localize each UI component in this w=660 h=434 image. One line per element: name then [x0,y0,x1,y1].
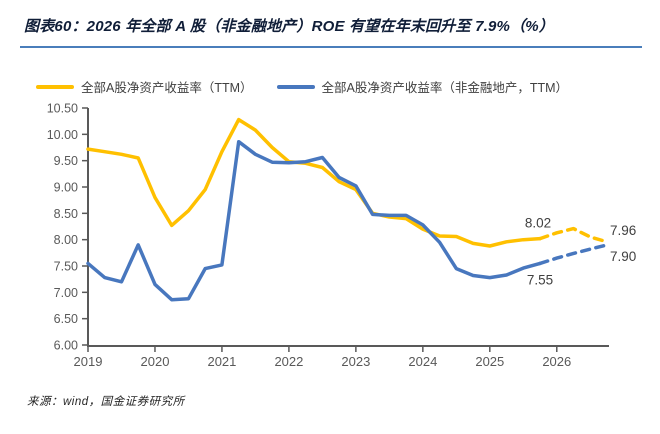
legend-label: 全部A股净资产收益率（TTM） [81,81,253,95]
data-label: 7.96 [610,223,636,238]
x-tick-label: 2019 [74,354,103,369]
figure-title: 图表60：2026 年全部 A 股（非金融地产）ROE 有望在年末回升至 7.9… [24,18,555,35]
y-tick-label: 9.50 [54,154,78,168]
series-line-solid-1 [86,139,542,302]
y-tick-label: 8.50 [54,207,78,221]
y-tick-label: 8.00 [54,233,78,247]
series-line-forecast-0 [538,226,609,244]
data-label: 8.02 [525,216,551,231]
x-tick-label: 2020 [141,354,170,369]
legend-line-swatch [276,84,315,89]
series-line-solid-0 [86,117,542,248]
series-line-forecast-1 [538,243,609,266]
y-tick-label: 7.00 [54,286,78,300]
y-tick-label: 6.50 [54,312,78,326]
y-tick-label: 10.00 [47,128,78,142]
legend-line-swatch [36,84,74,89]
x-tick-label: 2025 [475,354,504,369]
y-tick-label: 6.00 [54,339,78,353]
x-tick-label: 2023 [341,354,370,369]
x-tick-label: 2021 [207,354,236,369]
source-note: 来源：wind，国金证券研究所 [27,396,185,408]
y-tick-label: 7.50 [54,260,78,274]
title-divider [20,46,642,48]
legend-item-0: 全部A股净资产收益率（TTM） [36,77,253,96]
data-label: 7.90 [610,249,636,264]
y-tick-label: 9.00 [54,181,78,195]
y-tick-label: 10.50 [47,102,78,116]
x-tick-label: 2026 [542,354,571,369]
data-label: 7.55 [527,272,553,287]
x-tick-label: 2022 [274,354,303,369]
legend-label: 全部A股净资产收益率（非金融地产，TTM） [321,81,569,95]
x-tick-label: 2024 [408,354,437,369]
chart-legend: 全部A股净资产收益率（TTM） 全部A股净资产收益率（非金融地产，TTM） [36,77,646,96]
legend-item-1: 全部A股净资产收益率（非金融地产，TTM） [276,77,569,96]
